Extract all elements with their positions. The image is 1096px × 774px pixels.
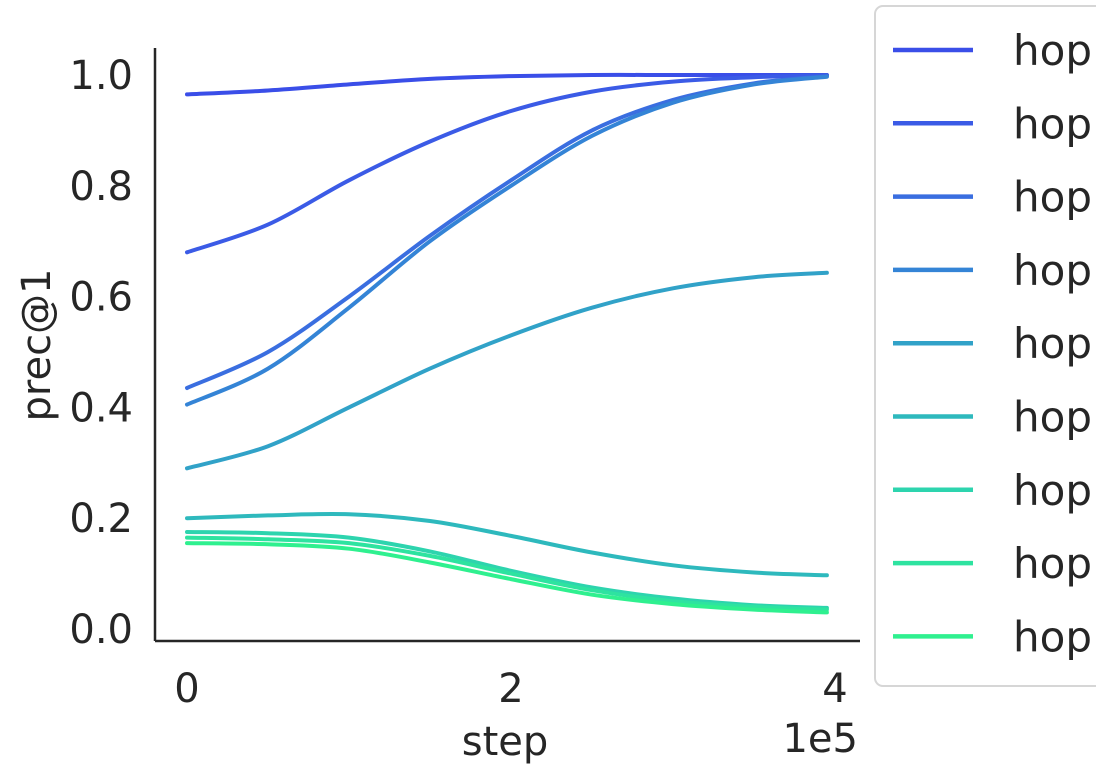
legend-items: hop hop hop hop hop hop hop hop hop xyxy=(893,26,1092,661)
legend-label-7: hop xyxy=(1013,466,1092,515)
x-tick-label: 4 xyxy=(822,666,847,712)
y-tick-label: 1.0 xyxy=(69,53,133,99)
legend: hop hop hop hop hop hop hop hop hop xyxy=(874,5,1096,687)
series-lines xyxy=(185,72,829,615)
y-tick-label: 0.6 xyxy=(69,275,133,321)
series-line-1 xyxy=(185,72,829,97)
series-line-4 xyxy=(185,74,829,407)
legend-label-5: hop xyxy=(1013,319,1092,368)
y-tick-label: 0.8 xyxy=(69,164,133,210)
series-line-8 xyxy=(185,535,829,612)
series-line-7 xyxy=(185,530,829,610)
series-line-5 xyxy=(185,270,829,471)
legend-label-3: hop xyxy=(1013,173,1092,222)
x-axis-label: step xyxy=(462,719,549,765)
legend-label-1: hop xyxy=(1013,26,1092,75)
x-tick-labels: 0 2 4 xyxy=(174,666,847,712)
y-tick-label: 0.4 xyxy=(69,385,133,431)
series-line-9 xyxy=(185,541,829,615)
legend-label-4: hop xyxy=(1013,246,1092,295)
y-axis-label: prec@1 xyxy=(14,268,60,421)
x-tick-label: 0 xyxy=(174,666,199,712)
axes xyxy=(153,48,860,643)
series-line-6 xyxy=(185,512,829,578)
series-line-2 xyxy=(185,73,829,255)
y-tick-labels: 0.0 0.2 0.4 0.6 0.8 1.0 xyxy=(69,53,133,653)
legend-frame xyxy=(874,5,1096,687)
x-tick-label: 2 xyxy=(498,666,523,712)
legend-label-2: hop xyxy=(1013,99,1092,148)
y-tick-label: 0.2 xyxy=(69,496,133,542)
legend-label-8: hop xyxy=(1013,539,1092,588)
series-line-3 xyxy=(185,74,829,390)
x-offset-label: 1e5 xyxy=(782,716,858,762)
legend-label-9: hop xyxy=(1013,612,1092,661)
legend-label-6: hop xyxy=(1013,393,1092,442)
y-tick-label: 0.0 xyxy=(69,607,133,653)
